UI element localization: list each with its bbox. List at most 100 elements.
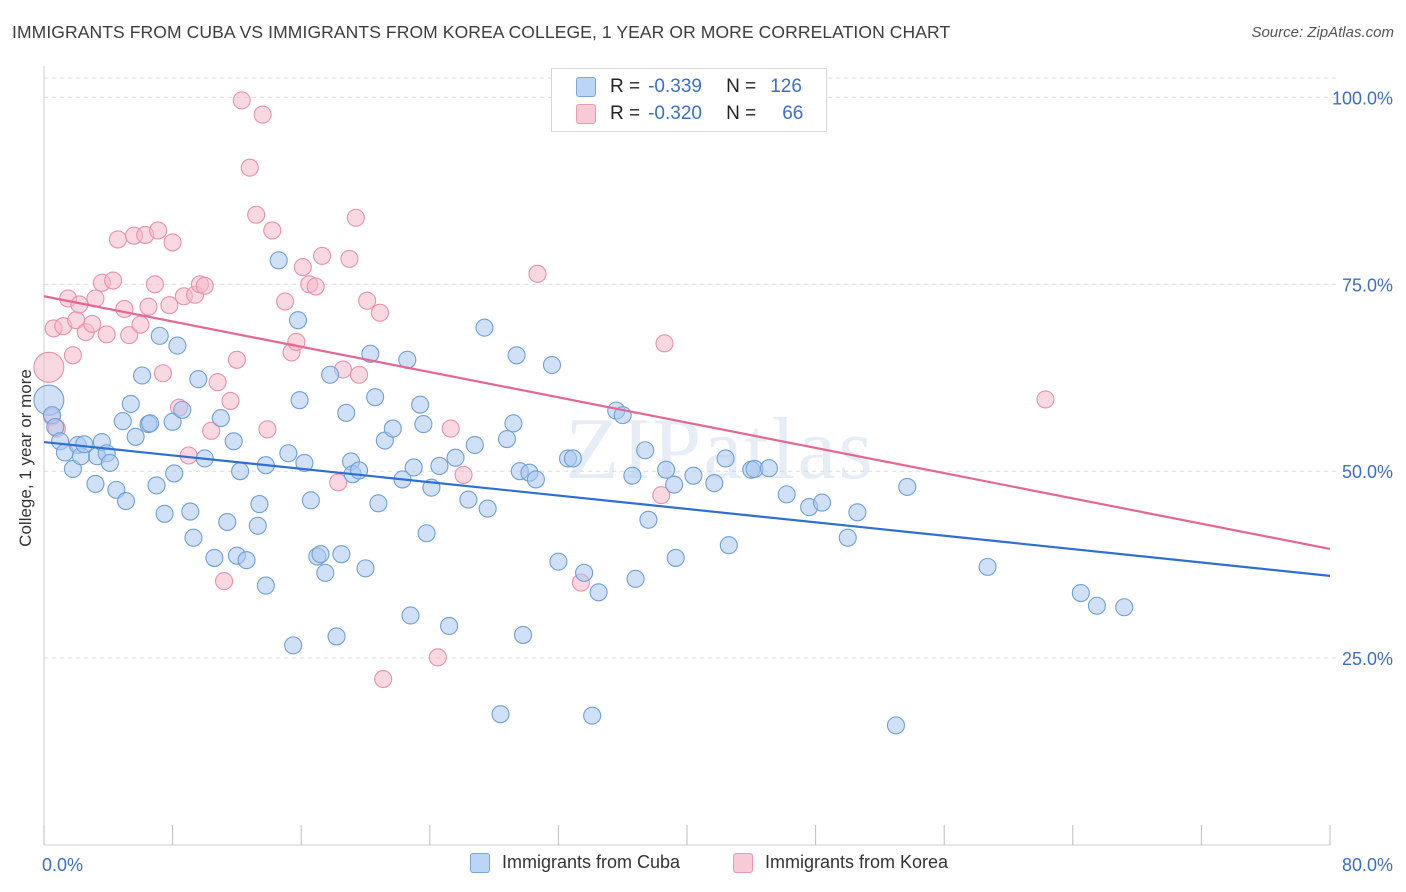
cuba-point bbox=[173, 400, 192, 419]
cuba-point bbox=[417, 524, 436, 543]
korea-legend-label: Immigrants from Korea bbox=[765, 852, 949, 872]
axes bbox=[43, 66, 1331, 846]
cuba-n-label: N = bbox=[726, 76, 757, 97]
korea-point bbox=[306, 277, 325, 296]
korea-point bbox=[227, 350, 246, 369]
cuba-point bbox=[465, 435, 484, 455]
korea-point bbox=[340, 249, 359, 268]
cuba-point bbox=[657, 460, 676, 479]
korea-point bbox=[120, 326, 139, 345]
cuba-point bbox=[86, 474, 105, 493]
correlation-legend: R = -0.339 N = 126 R = -0.320 N = 66 bbox=[551, 68, 827, 132]
cuba-point bbox=[301, 491, 320, 510]
y-axis-label: College, 1 year or more bbox=[16, 369, 35, 547]
cuba-point bbox=[848, 503, 867, 522]
cuba-point bbox=[1087, 596, 1106, 615]
korea-point bbox=[108, 230, 127, 249]
korea-point bbox=[160, 296, 179, 315]
x-tick-label: 0.0% bbox=[42, 855, 83, 875]
cuba-point bbox=[248, 516, 267, 535]
cuba-point bbox=[1071, 584, 1090, 603]
cuba-point bbox=[121, 394, 140, 413]
cuba-point bbox=[155, 504, 174, 523]
cuba-point bbox=[361, 344, 380, 363]
cuba-point bbox=[133, 366, 152, 385]
cuba-r-value: -0.339 bbox=[648, 76, 702, 97]
cuba-point bbox=[316, 563, 335, 582]
legend-item-cuba: Immigrants from Cuba bbox=[470, 852, 680, 873]
korea-point bbox=[104, 271, 123, 290]
korea-point bbox=[115, 299, 134, 319]
korea-trend-line bbox=[43, 295, 1331, 551]
korea-point bbox=[350, 365, 369, 384]
cuba-point bbox=[759, 459, 779, 478]
tick-labels: 25.0% 50.0% 75.0% 100.0% 0.0% 80.0% bbox=[42, 88, 1393, 875]
cuba-point bbox=[250, 495, 269, 514]
cuba-point bbox=[383, 419, 402, 438]
cuba-point bbox=[168, 336, 187, 355]
cuba-point bbox=[636, 441, 655, 460]
korea-point bbox=[240, 158, 259, 177]
cuba-point bbox=[491, 705, 510, 724]
cuba-r-label: R = bbox=[610, 76, 641, 97]
cuba-point bbox=[478, 499, 497, 518]
korea-point bbox=[370, 303, 390, 322]
cuba-point bbox=[446, 448, 465, 467]
korea-point bbox=[195, 276, 214, 295]
korea-r-value: -0.320 bbox=[648, 103, 702, 124]
y-tick-label: 100.0% bbox=[1332, 88, 1393, 108]
korea-point bbox=[313, 246, 332, 265]
cuba-point bbox=[189, 370, 208, 389]
cuba-point bbox=[295, 453, 314, 473]
cuba-point bbox=[401, 606, 420, 625]
korea-point bbox=[652, 486, 671, 505]
cuba-swatch bbox=[576, 77, 596, 97]
series-legend: Immigrants from Cuba Immigrants from Kor… bbox=[0, 852, 1406, 878]
cuba-point bbox=[211, 409, 230, 428]
cuba-point bbox=[75, 435, 94, 454]
korea-point bbox=[221, 391, 240, 410]
cuba-point bbox=[205, 548, 224, 567]
korea-point bbox=[528, 264, 547, 283]
cuba-point bbox=[575, 563, 594, 582]
korea-point bbox=[214, 572, 234, 591]
cuba-point bbox=[589, 583, 608, 602]
cuba-point bbox=[332, 545, 351, 564]
cuba-point bbox=[321, 365, 340, 384]
cuba-point bbox=[886, 716, 906, 735]
korea-point bbox=[247, 205, 266, 224]
cuba-point bbox=[526, 470, 545, 489]
cuba-point bbox=[163, 412, 182, 431]
cuba-point bbox=[665, 475, 684, 494]
korea-point bbox=[163, 233, 182, 252]
korea-point bbox=[33, 351, 65, 383]
cuba-point bbox=[583, 706, 602, 725]
cuba-point bbox=[716, 449, 735, 468]
korea-point bbox=[346, 208, 365, 227]
cuba-point bbox=[356, 559, 375, 578]
korea-point bbox=[374, 669, 393, 689]
korea-point bbox=[454, 465, 473, 484]
korea-point bbox=[441, 419, 460, 438]
cuba-point bbox=[100, 453, 119, 473]
cuba-point bbox=[639, 510, 658, 529]
cuba-point bbox=[475, 318, 494, 337]
cuba-point bbox=[366, 388, 385, 407]
cuba-point bbox=[231, 462, 250, 481]
legend-item-korea: Immigrants from Korea bbox=[733, 852, 948, 873]
cuba-point bbox=[224, 432, 243, 451]
cuba-point bbox=[126, 427, 145, 446]
korea-point bbox=[232, 91, 251, 110]
x-tick-label: 80.0% bbox=[1342, 855, 1393, 875]
cuba-point bbox=[369, 494, 388, 513]
korea-point bbox=[139, 297, 158, 316]
cuba-point bbox=[549, 552, 568, 571]
cuba-point bbox=[459, 490, 478, 509]
cuba-point bbox=[719, 536, 738, 555]
korea-point bbox=[358, 291, 377, 310]
korea-point bbox=[1036, 390, 1055, 409]
cuba-points bbox=[33, 251, 1134, 735]
korea-n-label: N = bbox=[726, 103, 757, 124]
korea-point bbox=[253, 105, 272, 124]
